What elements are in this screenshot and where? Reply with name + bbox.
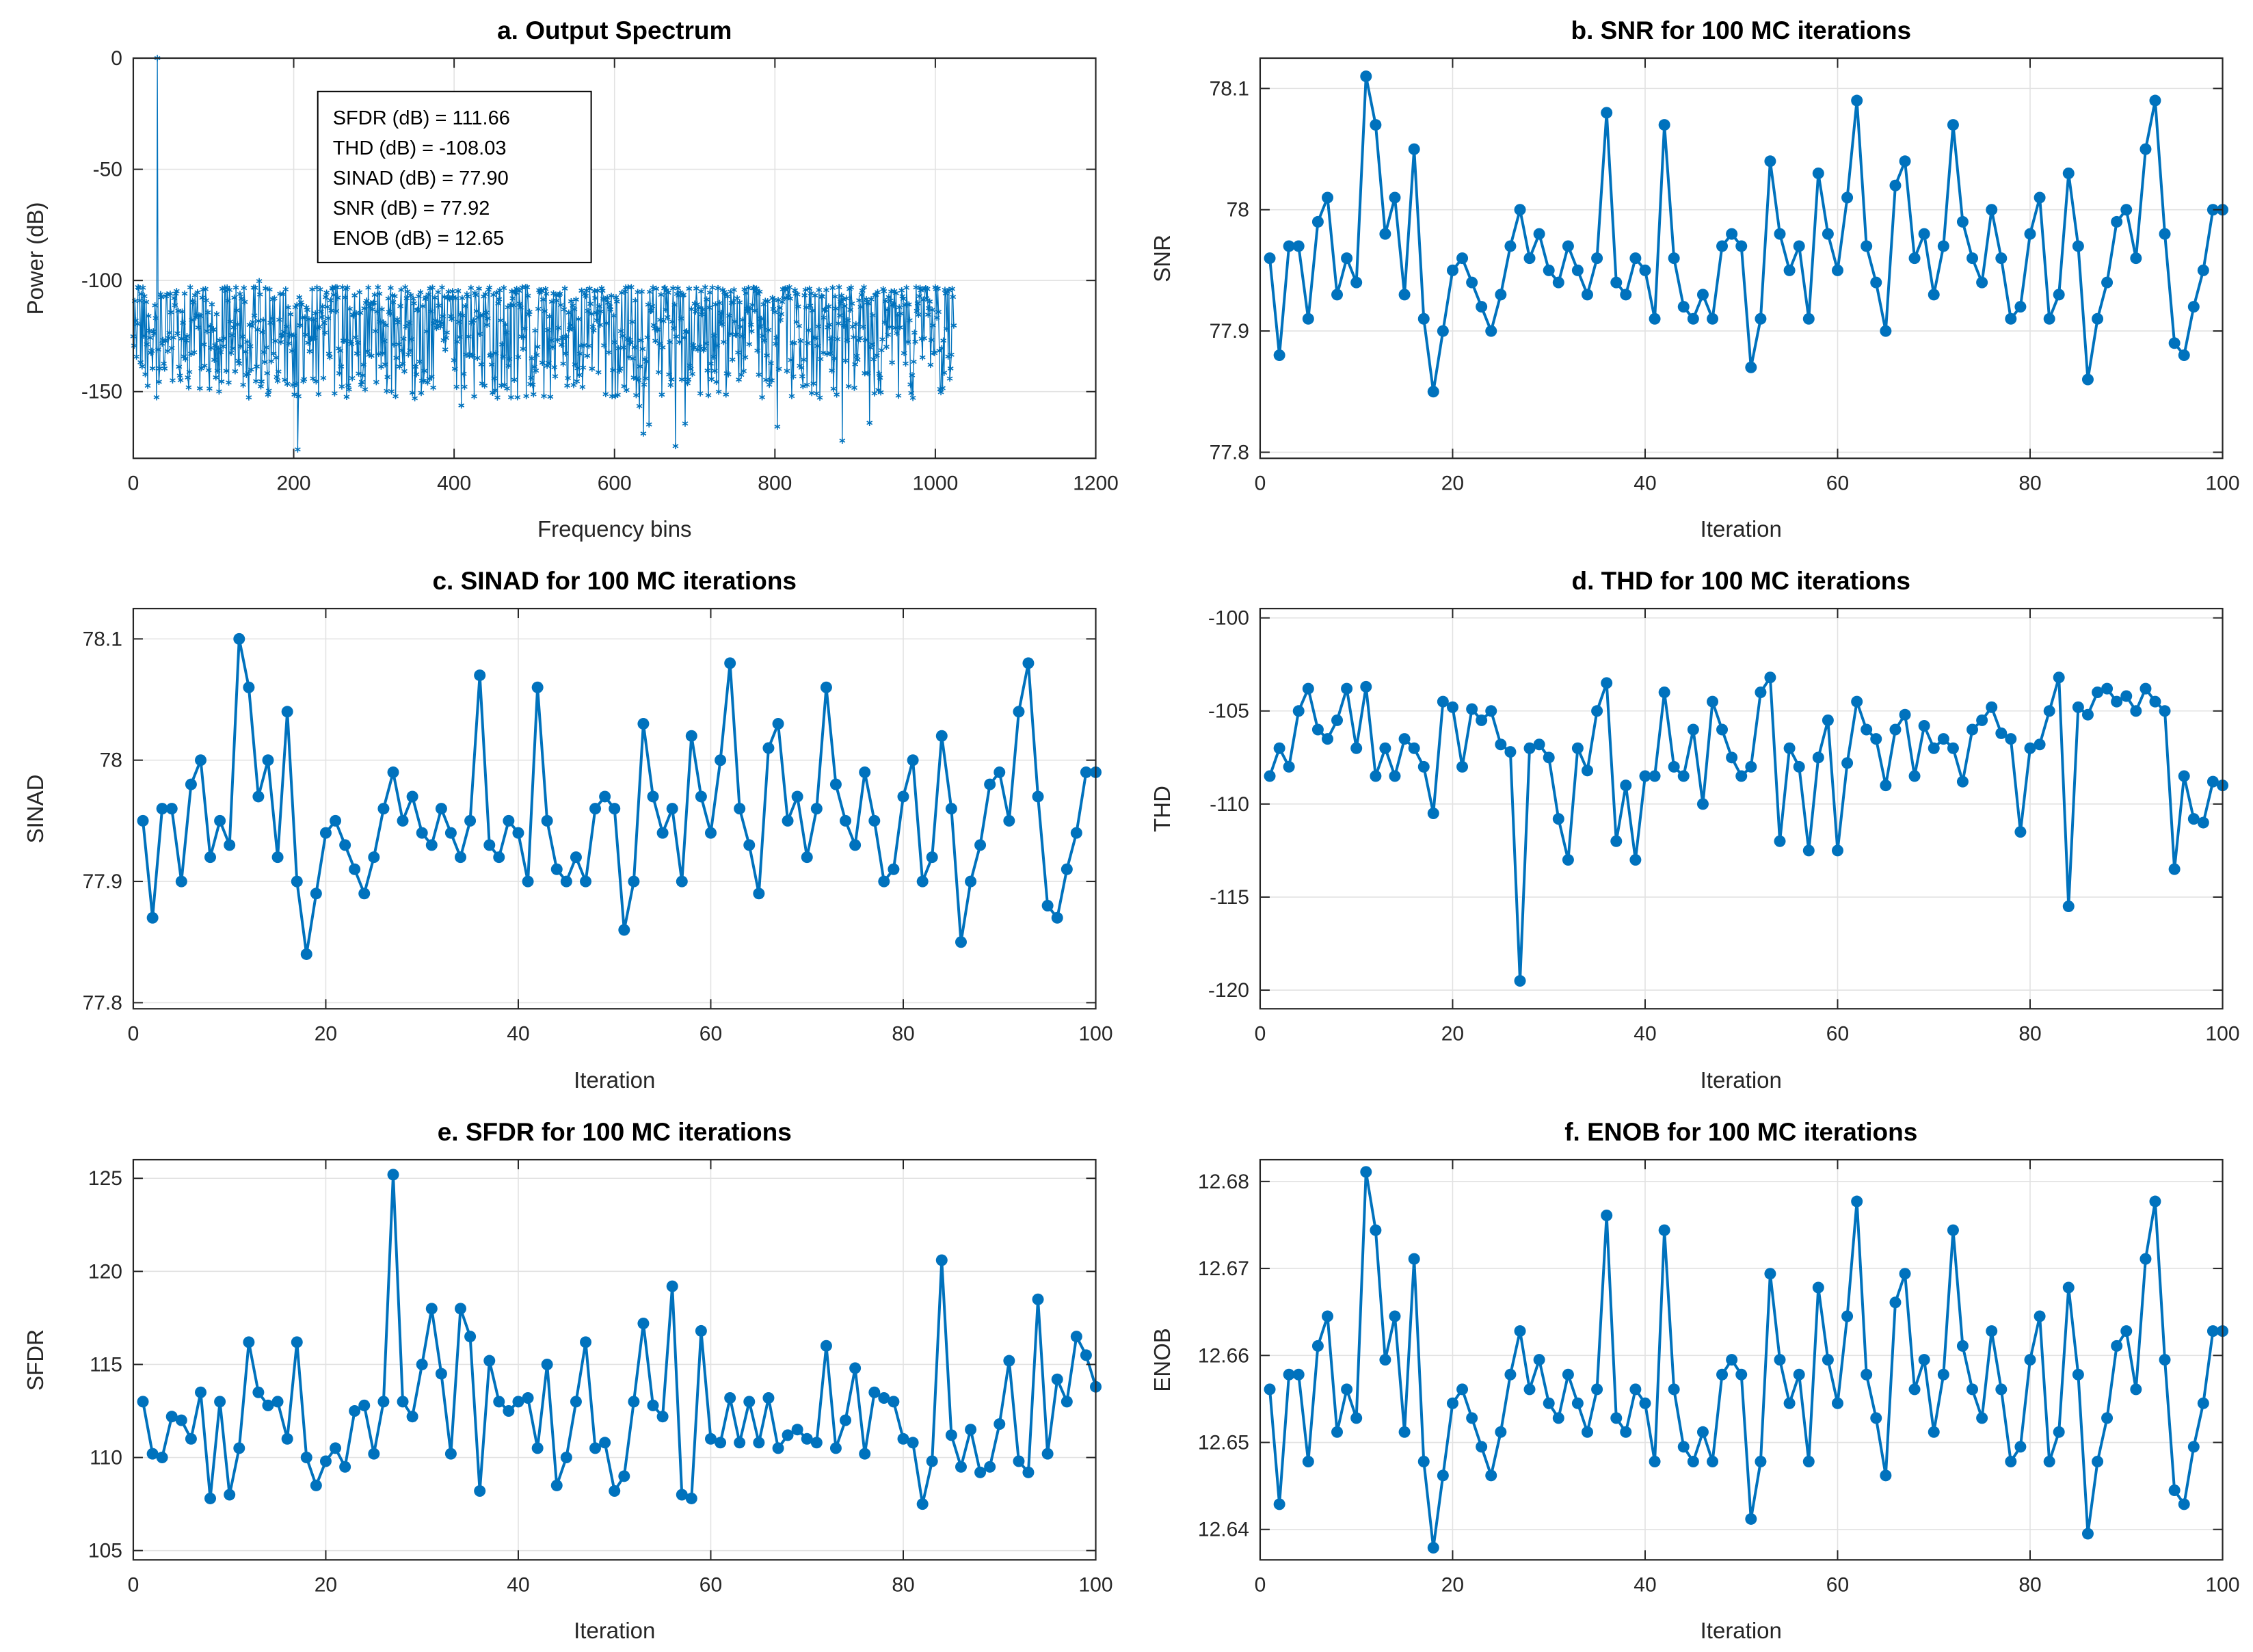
svg-text:SFDR (dB) = 111.66: SFDR (dB) = 111.66 [333, 107, 510, 129]
svg-text:-50: -50 [93, 159, 122, 181]
svg-text:0: 0 [128, 1023, 139, 1045]
svg-text:80: 80 [2018, 472, 2041, 494]
svg-text:SNR (dB) = 77.92: SNR (dB) = 77.92 [333, 198, 490, 219]
svg-text:60: 60 [699, 1573, 722, 1596]
subplot-e-title: e. SFDR for 100 MC iterations [437, 1117, 792, 1146]
svg-text:400: 400 [437, 472, 471, 494]
svg-text:100: 100 [2205, 1023, 2239, 1045]
svg-text:77.8: 77.8 [83, 992, 122, 1015]
svg-text:100: 100 [2205, 472, 2239, 494]
svg-text:20: 20 [1441, 1023, 1463, 1045]
svg-text:78.1: 78.1 [1209, 77, 1249, 100]
svg-text:80: 80 [2018, 1573, 2041, 1596]
svg-text:ENOB (dB) = 12.65: ENOB (dB) = 12.65 [333, 228, 505, 250]
svg-text:80: 80 [892, 1573, 914, 1596]
svg-text:77.9: 77.9 [83, 870, 122, 893]
subplot-f-enob: f. ENOB for 100 MC iterations ENOB Itera… [1127, 1102, 2253, 1652]
svg-text:40: 40 [1634, 472, 1656, 494]
svg-text:12.68: 12.68 [1197, 1170, 1249, 1193]
svg-text:20: 20 [315, 1023, 337, 1045]
svg-text:-100: -100 [1208, 607, 1249, 630]
svg-text:SINAD (dB) = 77.90: SINAD (dB) = 77.90 [333, 168, 509, 189]
svg-text:60: 60 [1826, 1573, 1848, 1596]
subplot-c-xlabel: Iteration [574, 1067, 656, 1093]
svg-text:40: 40 [507, 1573, 529, 1596]
svg-text:78: 78 [1226, 199, 1249, 222]
svg-text:800: 800 [758, 472, 792, 494]
subplot-b-canvas: 0 20 40 60 80 100 77.8 77.9 78 78.1 [1209, 57, 2239, 494]
svg-text:40: 40 [1634, 1023, 1656, 1045]
svg-text:-100: -100 [81, 269, 122, 292]
svg-text:60: 60 [1826, 472, 1848, 494]
subplot-c-sinad: c. SINAD for 100 MC iterations SINAD Ite… [0, 550, 1127, 1101]
subplot-e-canvas: 0 20 40 60 80 100 105 110 115 120 125 [88, 1158, 1113, 1596]
svg-text:110: 110 [90, 1446, 122, 1469]
svg-text:-105: -105 [1208, 700, 1249, 723]
svg-text:0: 0 [1254, 1023, 1266, 1045]
subplot-e-xlabel: Iteration [574, 1617, 656, 1643]
svg-text:100: 100 [1078, 1573, 1112, 1596]
svg-text:77.8: 77.8 [1209, 441, 1249, 464]
svg-text:0: 0 [1254, 1573, 1266, 1596]
svg-text:80: 80 [892, 1023, 914, 1045]
svg-text:-120: -120 [1208, 979, 1249, 1002]
svg-text:12.66: 12.66 [1197, 1344, 1249, 1367]
svg-text:0: 0 [1254, 472, 1266, 494]
svg-text:0: 0 [111, 47, 122, 70]
svg-text:12.65: 12.65 [1197, 1431, 1249, 1454]
subplot-a-canvas: SFDR (dB) = 111.66 THD (dB) = -108.03 SINA… [81, 47, 1119, 494]
svg-text:0: 0 [128, 472, 139, 494]
subplot-e-sfdr: e. SFDR for 100 MC iterations SFDR Itera… [0, 1102, 1127, 1652]
svg-text:115: 115 [90, 1353, 122, 1376]
subplot-a-output-spectrum: a. Output Spectrum Power (dB) Frequency … [0, 0, 1127, 550]
svg-text:600: 600 [598, 472, 632, 494]
subplot-b-title: b. SNR for 100 MC iterations [1571, 16, 1912, 44]
subplot-c-title: c. SINAD for 100 MC iterations [432, 567, 797, 596]
svg-text:78.1: 78.1 [83, 628, 122, 651]
subplot-f-title: f. ENOB for 100 MC iterations [1564, 1117, 1918, 1146]
svg-text:125: 125 [88, 1167, 122, 1190]
svg-text:40: 40 [1634, 1573, 1656, 1596]
subplot-b-xlabel: Iteration [1700, 516, 1782, 542]
svg-text:77.9: 77.9 [1209, 320, 1249, 343]
subplot-a-title: a. Output Spectrum [497, 16, 732, 44]
subplot-f-xlabel: Iteration [1700, 1617, 1782, 1643]
svg-text:40: 40 [507, 1023, 529, 1045]
svg-text:1000: 1000 [913, 472, 959, 494]
svg-text:80: 80 [2018, 1023, 2041, 1045]
svg-text:200: 200 [277, 472, 311, 494]
svg-text:60: 60 [1826, 1023, 1848, 1045]
svg-text:20: 20 [1441, 472, 1463, 494]
svg-text:100: 100 [1078, 1023, 1112, 1045]
svg-text:12.67: 12.67 [1197, 1257, 1249, 1280]
svg-text:100: 100 [2205, 1573, 2239, 1596]
subplot-d-canvas: 0 20 40 60 80 100 -120 -115 -110 -105 -100 [1208, 607, 2239, 1045]
svg-text:105: 105 [88, 1539, 122, 1562]
subplot-d-title: d. THD for 100 MC iterations [1571, 567, 1910, 596]
svg-text:12.64: 12.64 [1197, 1518, 1249, 1541]
svg-text:1200: 1200 [1073, 472, 1119, 494]
svg-text:120: 120 [88, 1260, 122, 1283]
svg-text:-115: -115 [1210, 886, 1249, 909]
svg-text:THD (dB) = -108.03: THD (dB) = -108.03 [333, 137, 507, 159]
subplot-f-canvas: 0 20 40 60 80 100 12.64 12.65 12.66 12.67 12.68 [1197, 1158, 2239, 1596]
svg-text:60: 60 [699, 1023, 722, 1045]
subplot-a-xlabel: Frequency bins [537, 516, 692, 542]
subplot-d-xlabel: Iteration [1700, 1067, 1782, 1093]
svg-text:0: 0 [128, 1573, 139, 1596]
subplot-b-snr: b. SNR for 100 MC iterations SNR Iterati… [1127, 0, 2253, 550]
subplot-d-thd: d. THD for 100 MC iterations THD Iterati… [1127, 550, 2253, 1101]
svg-text:-150: -150 [81, 381, 122, 403]
svg-text:20: 20 [1441, 1573, 1463, 1596]
svg-text:20: 20 [315, 1573, 337, 1596]
svg-text:-110: -110 [1210, 793, 1249, 816]
subplot-c-canvas: 0 20 40 60 80 100 77.8 77.9 78 78.1 [83, 608, 1113, 1045]
svg-text:78: 78 [100, 749, 122, 772]
